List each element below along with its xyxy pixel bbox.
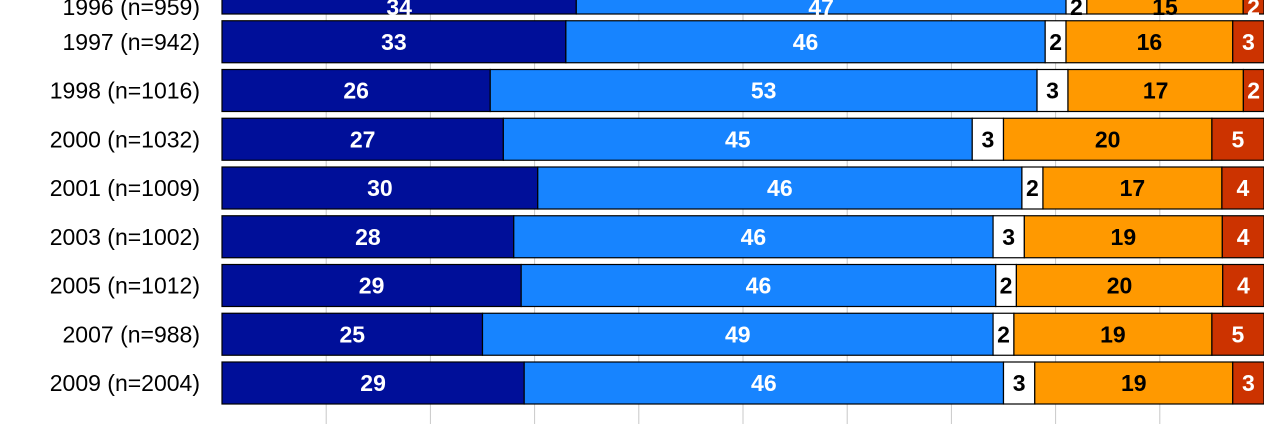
bar-segment [1221,215,1264,259]
category-label: 1996 (n=959) [63,0,200,20]
category-label: 1997 (n=942) [63,29,200,55]
category-label: 2007 (n=988) [63,321,200,347]
data-label: 46 [793,29,819,55]
bar-segment [565,20,1046,64]
data-label: 3 [1242,29,1255,55]
bar-segment [513,215,994,259]
bar-segment [1067,68,1244,113]
bar-segment [1065,20,1234,64]
bar-segment [221,0,577,15]
category-labels: 1996 (n=959) 1997 (n=942) 1998 (n=1016) 200… [50,0,200,396]
data-label: 19 [1100,321,1126,347]
data-label: 45 [725,126,751,152]
data-label: 2 [1247,78,1260,104]
data-label: 2 [1026,175,1039,201]
data-label: 15 [1152,0,1178,20]
data-label: 46 [746,273,772,299]
bar-segment [221,68,491,113]
bar-segment [489,68,1038,113]
data-label: 34 [386,0,412,20]
bar-segment [502,117,973,161]
data-label: 19 [1121,370,1147,396]
data-label: 30 [367,175,393,201]
data-label: 46 [751,370,777,396]
data-label: 28 [355,224,381,250]
data-label: 2 [1049,29,1062,55]
data-label: 3 [1013,370,1026,396]
data-label: 2 [1070,0,1083,20]
bar-segment [221,166,539,210]
data-label: 2 [1247,0,1260,20]
bar-segment [520,263,997,308]
data-label: 46 [767,175,793,201]
data-label: 2 [997,321,1010,347]
data-label: 2 [1000,273,1013,299]
data-label: 33 [381,29,407,55]
category-label: 1998 (n=1016) [50,78,200,104]
data-label: 4 [1237,273,1250,299]
data-label: 29 [359,273,385,299]
data-label: 20 [1107,273,1133,299]
bar-segment [1023,215,1223,259]
bar-segment [221,117,504,161]
bar-area: 34 47 2 15 233 46 2 16 326 53 3 17 227 45 3 20 530 46 2 17 4… [221,0,1264,405]
bar-segment [221,263,522,308]
bar-segment [1232,20,1264,64]
bar-segment [1211,117,1264,161]
data-label: 25 [339,321,365,347]
bar-segment [1086,0,1244,15]
data-label: 4 [1237,224,1250,250]
bar-segment [1036,68,1069,113]
data-label: 46 [741,224,767,250]
data-label: 3 [981,126,994,152]
data-label: 29 [360,370,386,396]
data-label: 20 [1095,126,1121,152]
data-label: 3 [1242,370,1255,396]
data-label: 53 [751,78,777,104]
data-label: 16 [1137,29,1163,55]
bar-segment [221,20,567,64]
bar-segment [992,215,1025,259]
bar-segment [221,361,525,405]
category-label: 2005 (n=1012) [50,273,200,299]
bar-segment [1221,166,1264,210]
bar-segment [481,312,994,356]
bar-segment [1002,117,1213,161]
bar-segment [1034,361,1234,405]
data-label: 26 [343,78,369,104]
data-label: 49 [725,321,751,347]
data-label: 5 [1232,126,1245,152]
bar-segment [1042,166,1223,210]
bar-segment [575,0,1067,15]
data-label: 17 [1143,78,1169,104]
data-label: 19 [1111,224,1137,250]
data-label: 47 [808,0,834,20]
bar-segment [1211,312,1264,356]
data-label: 3 [1046,78,1059,104]
bar-segment [221,312,484,356]
bar-segment [1065,0,1088,15]
category-label: 2001 (n=1009) [50,175,200,201]
bar-segment [1242,0,1264,15]
bar-segment [1232,361,1264,405]
data-label: 3 [1002,224,1015,250]
category-label: 2000 (n=1032) [50,126,200,152]
gridlines [325,0,1161,424]
category-label: 2009 (n=2004) [50,370,200,396]
bar-segment [537,166,1023,210]
data-label: 4 [1237,175,1250,201]
category-label: 2003 (n=1002) [50,224,200,250]
data-label: 27 [350,126,376,152]
bar-segment [1002,361,1036,405]
bar-segment [971,117,1005,161]
data-label: 5 [1232,321,1245,347]
data-label: 17 [1120,175,1146,201]
